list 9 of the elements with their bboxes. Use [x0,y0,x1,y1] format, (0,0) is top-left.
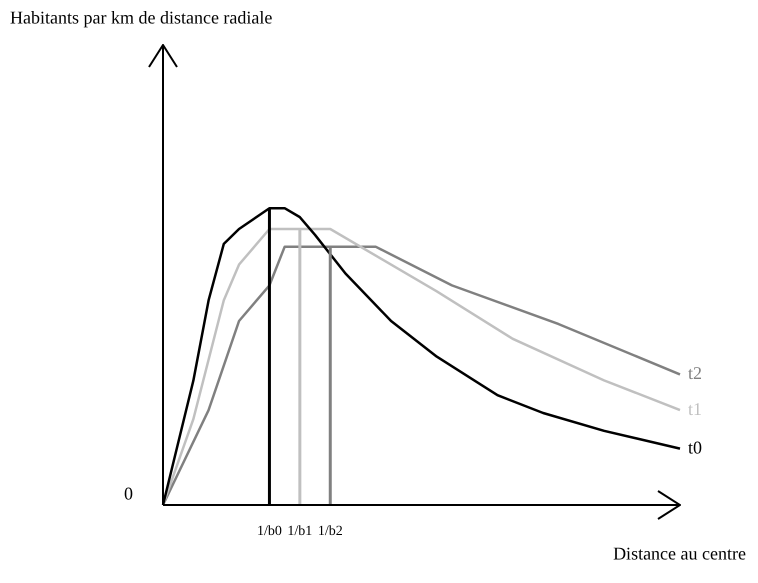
series-label: t2 [688,363,702,384]
series-label: t0 [688,437,702,458]
text: 0 [124,484,133,504]
x-tick-label: 1/b0 [256,524,282,539]
text: Habitants par km de distance radiale [10,8,272,28]
series-label: t1 [688,398,702,419]
x-tick-label: 1/b1 [287,524,312,539]
x-tick-label: 1/b2 [318,524,343,539]
x-axis-title: Distance au centre [613,544,746,564]
